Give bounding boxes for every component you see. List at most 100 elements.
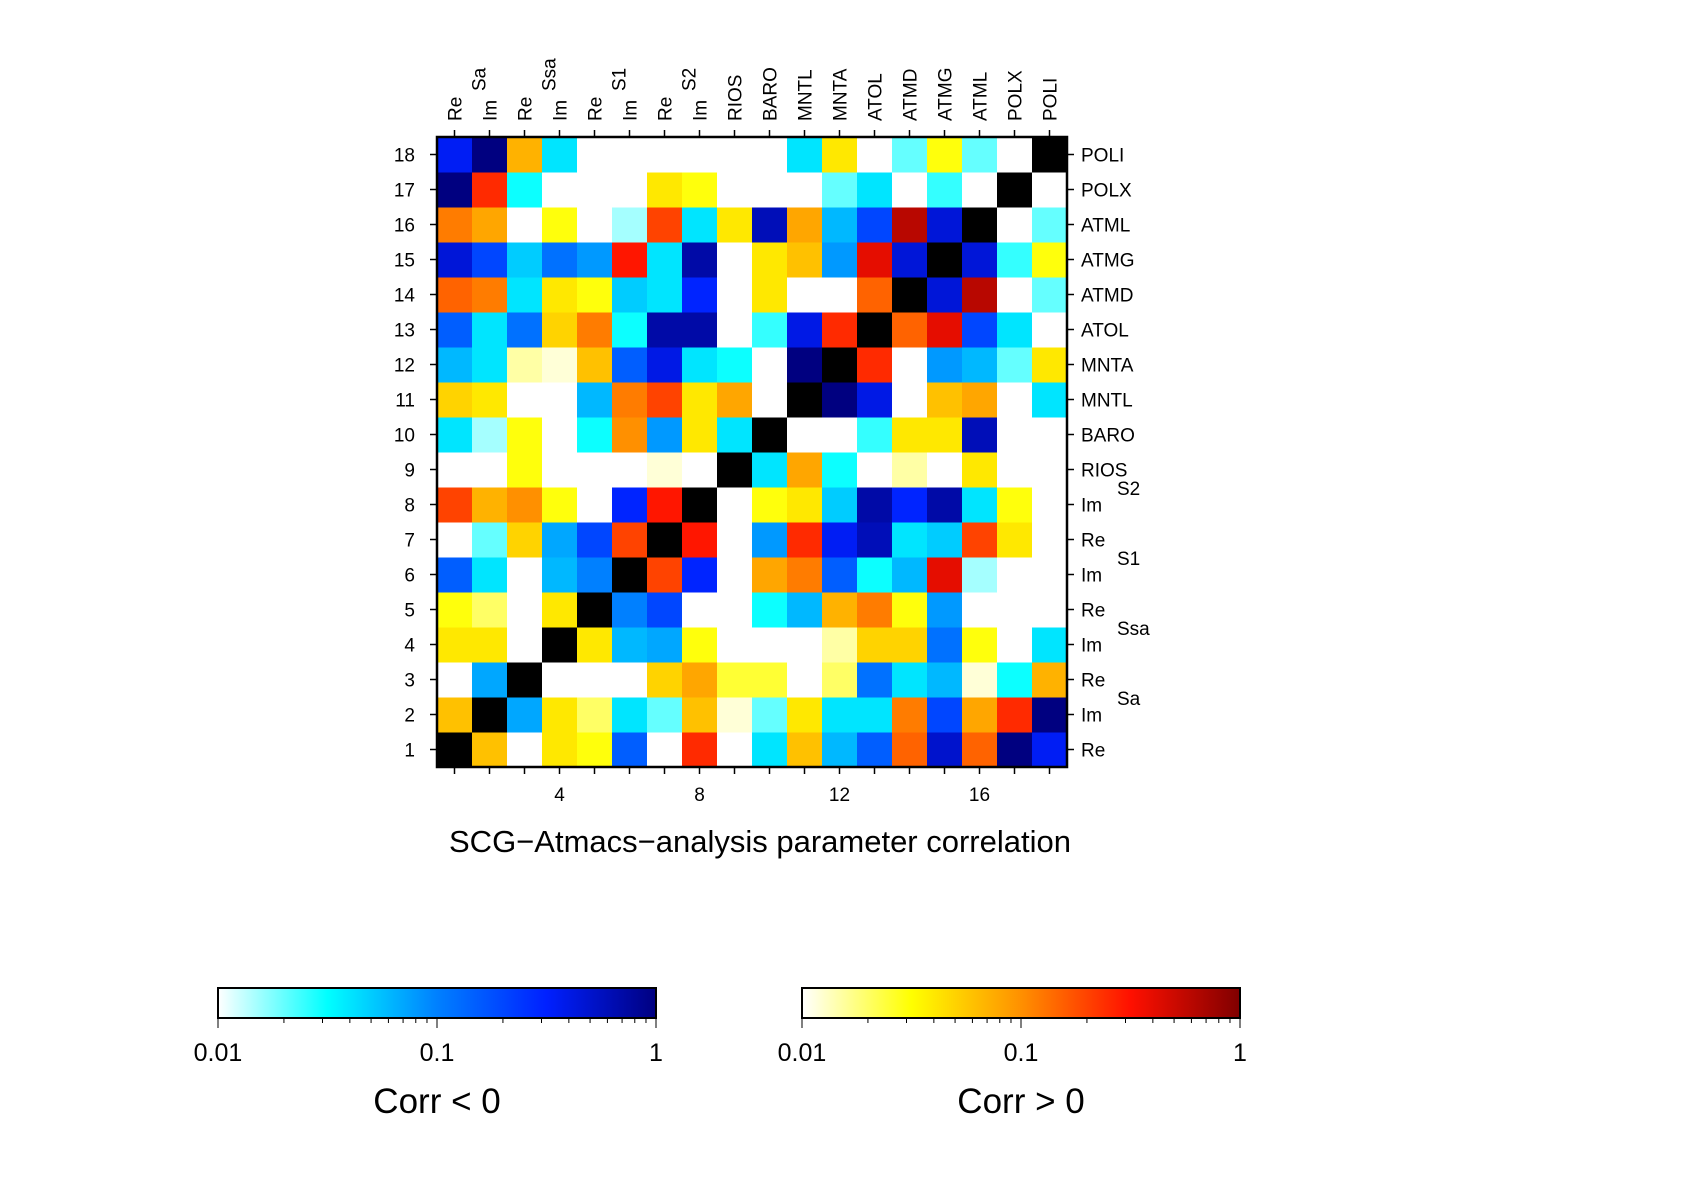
heatmap-cell bbox=[542, 557, 578, 593]
heatmap-cell bbox=[822, 207, 858, 243]
heatmap-cell bbox=[892, 312, 928, 348]
heatmap-cell bbox=[437, 732, 473, 768]
heatmap-cell bbox=[577, 627, 613, 663]
heatmap-cell bbox=[717, 662, 753, 698]
colorbar-label: Corr < 0 bbox=[373, 1082, 500, 1121]
row-number-label: 7 bbox=[404, 531, 415, 552]
top-parameter-label: ATMD bbox=[901, 69, 922, 121]
heatmap-cell bbox=[1032, 137, 1068, 173]
heatmap-cell bbox=[472, 242, 508, 278]
heatmap-cell bbox=[507, 207, 543, 243]
heatmap-cell bbox=[682, 627, 718, 663]
heatmap-cell bbox=[997, 347, 1033, 383]
right-parameter-labels: Re Im Re Im Re Im Re Im RIOS BARO MNTL MNTA ATOL ATMD… bbox=[1081, 146, 1150, 762]
heatmap-cell bbox=[682, 172, 718, 208]
heatmap-cell bbox=[542, 417, 578, 453]
heatmap-cell bbox=[717, 732, 753, 768]
heatmap-cell bbox=[997, 242, 1033, 278]
heatmap-cell bbox=[507, 347, 543, 383]
heatmap-cell bbox=[962, 522, 998, 558]
heatmap-cell bbox=[927, 732, 963, 768]
heatmap-cell bbox=[927, 137, 963, 173]
heatmap-cell bbox=[892, 207, 928, 243]
top-parameter-label: MNTA bbox=[831, 68, 852, 121]
heatmap-cell bbox=[717, 242, 753, 278]
heatmap-cell bbox=[682, 522, 718, 558]
heatmap-cell bbox=[927, 417, 963, 453]
x-tick-labels: 4 8 12 16 bbox=[554, 785, 990, 806]
heatmap-cell bbox=[507, 697, 543, 733]
heatmap-cell bbox=[717, 312, 753, 348]
x-tick-label: 12 bbox=[829, 785, 850, 806]
heatmap-cell bbox=[927, 452, 963, 488]
top-parameter-label: Re bbox=[586, 97, 607, 121]
heatmap-cell bbox=[472, 207, 508, 243]
heatmap-cell bbox=[577, 417, 613, 453]
top-group-label: Ssa bbox=[540, 58, 561, 91]
right-parameter-label: Im bbox=[1081, 496, 1102, 517]
heatmap-cell bbox=[542, 487, 578, 523]
heatmap-cell bbox=[857, 277, 893, 313]
heatmap-cell bbox=[682, 487, 718, 523]
heatmap-cell bbox=[1032, 207, 1068, 243]
top-parameter-label: Re bbox=[446, 97, 467, 121]
heatmap-cell bbox=[717, 172, 753, 208]
heatmap-cell bbox=[962, 697, 998, 733]
heatmap-cell bbox=[822, 277, 858, 313]
heatmap-cell bbox=[612, 662, 648, 698]
heatmap-cell bbox=[577, 487, 613, 523]
heatmap-cell bbox=[717, 487, 753, 523]
heatmap-cell bbox=[437, 417, 473, 453]
heatmap-cell bbox=[892, 277, 928, 313]
heatmap-cell bbox=[1032, 662, 1068, 698]
heatmap-cell bbox=[927, 697, 963, 733]
heatmap-cell bbox=[1032, 522, 1068, 558]
heatmap-cell bbox=[542, 732, 578, 768]
heatmap-cell bbox=[857, 452, 893, 488]
heatmap-cell bbox=[647, 592, 683, 628]
heatmap-cell bbox=[577, 207, 613, 243]
heatmap-cell bbox=[752, 452, 788, 488]
heatmap-cell bbox=[472, 487, 508, 523]
heatmap-cell bbox=[997, 312, 1033, 348]
heatmap-cell bbox=[542, 137, 578, 173]
heatmap-cell bbox=[437, 347, 473, 383]
heatmap-cell bbox=[927, 242, 963, 278]
top-parameter-label: ATML bbox=[971, 72, 992, 121]
heatmap-cell bbox=[1032, 697, 1068, 733]
heatmap-cell bbox=[577, 592, 613, 628]
heatmap-cell bbox=[577, 312, 613, 348]
heatmap-cell bbox=[997, 207, 1033, 243]
top-parameter-label: MNTL bbox=[796, 69, 817, 121]
heatmap-cell bbox=[962, 732, 998, 768]
colorbar-tick-label: 0.1 bbox=[1004, 1039, 1039, 1067]
heatmap-cell bbox=[612, 487, 648, 523]
heatmap-cell bbox=[1032, 277, 1068, 313]
row-number-label: 1 bbox=[404, 741, 415, 762]
heatmap-cell bbox=[927, 487, 963, 523]
heatmap-cell bbox=[472, 137, 508, 173]
heatmap-cell bbox=[857, 417, 893, 453]
heatmap-cell bbox=[892, 347, 928, 383]
heatmap-cell bbox=[507, 592, 543, 628]
heatmap-cell bbox=[787, 277, 823, 313]
heatmap-cell bbox=[822, 452, 858, 488]
heatmap-cell bbox=[682, 732, 718, 768]
heatmap-cell bbox=[962, 382, 998, 418]
heatmap-cell bbox=[752, 172, 788, 208]
heatmap-cell bbox=[892, 592, 928, 628]
heatmap-cell bbox=[1032, 172, 1068, 208]
right-parameter-label: ATMD bbox=[1081, 286, 1133, 307]
heatmap-frame bbox=[435, 135, 1069, 769]
right-parameter-label: Re bbox=[1081, 741, 1105, 762]
heatmap-cell bbox=[822, 627, 858, 663]
heatmap-cell bbox=[507, 487, 543, 523]
heatmap-cell bbox=[612, 592, 648, 628]
heatmap-cell bbox=[997, 452, 1033, 488]
heatmap-cell bbox=[857, 137, 893, 173]
heatmap-cell bbox=[472, 382, 508, 418]
heatmap-cell bbox=[752, 347, 788, 383]
heatmap-cell bbox=[507, 452, 543, 488]
heatmap-cell bbox=[507, 522, 543, 558]
heatmap-cell bbox=[647, 697, 683, 733]
